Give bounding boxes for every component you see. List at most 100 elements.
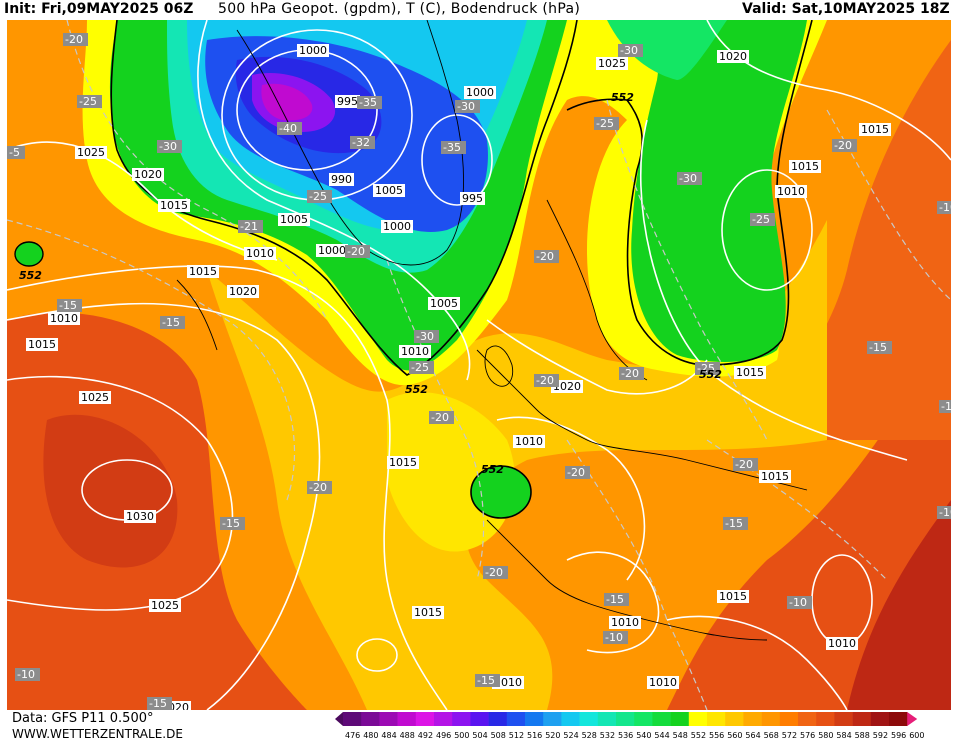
temp-label-box xyxy=(733,458,758,471)
pressure-label: 1020 xyxy=(159,701,191,710)
legend-value: 544 xyxy=(654,731,669,740)
legend-swatch xyxy=(725,712,744,726)
website-link[interactable]: WWW.WETTERZENTRALE.DE xyxy=(12,727,183,741)
isobar-1010-s xyxy=(566,551,660,654)
legend-value: 516 xyxy=(527,731,542,740)
temp-label-text: -5 xyxy=(9,146,20,159)
coast-europe-north xyxy=(476,349,808,491)
legend-value: 584 xyxy=(836,731,851,740)
pressure-label-text: 1015 xyxy=(389,456,417,469)
legend-swatch xyxy=(616,712,635,726)
legend-value: 600 xyxy=(909,731,924,740)
temp-label-box xyxy=(307,190,332,203)
pressure-label-text: 995 xyxy=(337,95,358,108)
pressure-label-box xyxy=(826,637,858,650)
legend-swatch xyxy=(525,712,544,726)
pressure-label-text: 1000 xyxy=(318,244,346,257)
temp-label: -25 xyxy=(695,362,720,375)
temp-label: -30 xyxy=(157,140,182,153)
legend-swatch xyxy=(434,712,453,726)
legend-swatch xyxy=(889,712,908,726)
pressure-label: 1020 xyxy=(717,50,749,63)
legend-arrow-right xyxy=(907,712,918,726)
weather-map[interactable]: 1000 995 990 1005 1005 1000 1000 1010 1015 1020 10… xyxy=(7,20,951,710)
temp-label-text: -25 xyxy=(79,95,97,108)
temp-label-text: -25 xyxy=(697,362,715,375)
pressure-label-box xyxy=(717,590,749,603)
region-se-warm xyxy=(667,320,951,710)
pressure-label-box xyxy=(297,44,329,57)
legend-swatch xyxy=(688,712,708,726)
pressure-label: 1020 xyxy=(227,285,259,298)
temp-label-box xyxy=(160,316,185,329)
temp-label: -20 xyxy=(534,374,559,387)
pressure-label-text: 1025 xyxy=(598,57,626,70)
legend-swatch xyxy=(707,712,726,726)
geopot-label: 552 xyxy=(699,368,722,381)
pressure-label-text: 1010 xyxy=(515,435,543,448)
temp-label-box xyxy=(307,481,332,494)
temp-label-box xyxy=(695,362,720,375)
region-central-yellow xyxy=(207,220,827,710)
legend-value: 532 xyxy=(600,731,615,740)
legend-value: 568 xyxy=(764,731,779,740)
isotherms xyxy=(7,20,951,710)
isotherm-25-e xyxy=(606,99,768,441)
temp-label: -40 xyxy=(277,122,302,135)
temp-label: -20 xyxy=(307,481,332,494)
pressure-label: 1010 xyxy=(399,345,431,358)
coastlines xyxy=(176,20,808,641)
temp-label-text: -25 xyxy=(411,361,429,374)
legend-value: 588 xyxy=(855,731,870,740)
temp-label: -21 xyxy=(238,220,263,233)
temp-label-text: -15 xyxy=(606,593,624,606)
temp-label: -25 xyxy=(750,213,775,226)
pressure-label-text: 1010 xyxy=(611,616,639,629)
region-se-hot xyxy=(847,500,951,710)
temp-label: -30 xyxy=(677,172,702,185)
temp-label-box xyxy=(534,250,559,263)
pressure-label-text: 1015 xyxy=(736,366,764,379)
temp-label-box xyxy=(619,367,644,380)
legend-swatch xyxy=(397,712,417,726)
pressure-label-text: 1010 xyxy=(401,345,429,358)
region-east-warm xyxy=(707,40,951,440)
temp-label: -25 xyxy=(594,117,619,130)
legend-swatch xyxy=(870,712,890,726)
temp-label-box xyxy=(409,361,434,374)
temp-label-text: -20 xyxy=(431,411,449,424)
temp-label: -10 xyxy=(937,201,951,214)
temp-label-box xyxy=(147,697,172,710)
pressure-label: 995 xyxy=(335,95,360,108)
pressure-label: 1025 xyxy=(75,146,107,159)
pressure-label-text: 1025 xyxy=(151,599,179,612)
pressure-label-box xyxy=(329,173,354,186)
isotherm-15-s xyxy=(566,439,708,710)
temp-label-box xyxy=(787,596,812,609)
pressure-label-text: 1010 xyxy=(494,676,522,689)
legend-swatch xyxy=(852,712,872,726)
init-time: Init: Fri,09MAY2025 06Z xyxy=(4,1,194,17)
temp-label: -20 xyxy=(832,139,857,152)
pressure-label: 1010 xyxy=(826,637,858,650)
pressure-label-text: 1015 xyxy=(861,123,889,136)
isobar-1010-ss xyxy=(666,615,848,710)
temp-label-text: -35 xyxy=(359,96,377,109)
legend-swatch xyxy=(597,712,617,726)
legend-value: 548 xyxy=(673,731,688,740)
temp-label-text: -40 xyxy=(279,122,297,135)
pressure-label-box xyxy=(159,701,191,710)
pressure-label: 1015 xyxy=(412,606,444,619)
temp-label: -10 xyxy=(937,506,951,519)
legend-value: 556 xyxy=(709,731,724,740)
coast-norway xyxy=(546,199,648,381)
temp-label-box xyxy=(723,517,748,530)
temp-label-text: -20 xyxy=(65,33,83,46)
pressure-label-text: 1000 xyxy=(383,220,411,233)
pressure-label-text: 1015 xyxy=(189,265,217,278)
isobar-east-low xyxy=(721,169,813,291)
legend-value: 480 xyxy=(363,731,378,740)
legend-value: 500 xyxy=(454,731,469,740)
temp-label: -10 xyxy=(787,596,812,609)
isobar-1015-c xyxy=(486,319,708,395)
